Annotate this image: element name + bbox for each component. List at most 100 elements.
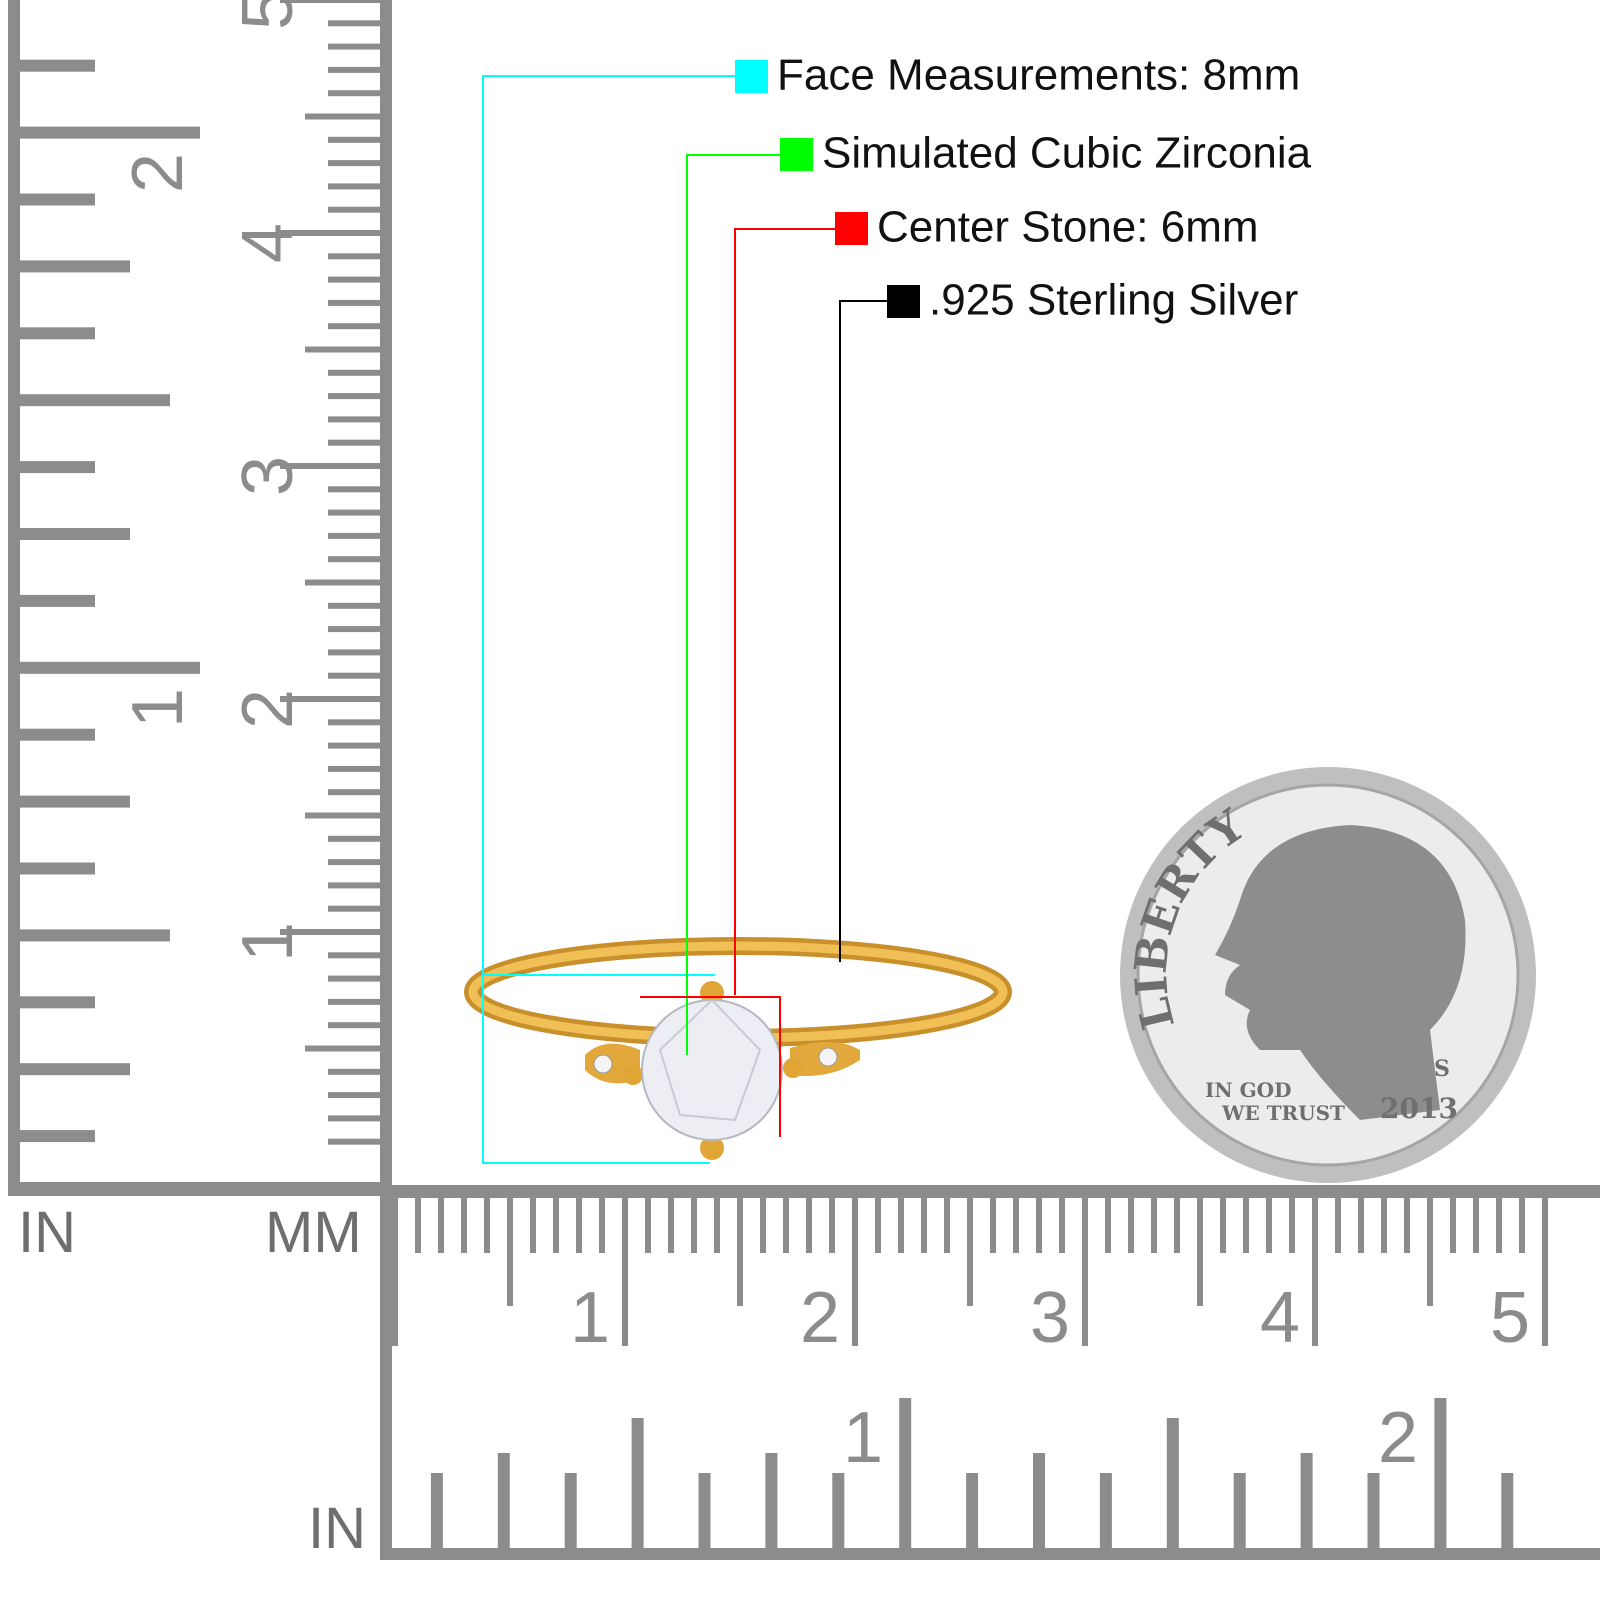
inch-label: 2: [1378, 1398, 1418, 1478]
mm-tick: [415, 1198, 421, 1253]
mm-tick: [328, 323, 380, 330]
mm-tick: [328, 556, 380, 563]
mm-tick: [328, 1138, 380, 1145]
mm-tick: [1243, 1198, 1249, 1253]
inch-tick: [1233, 1473, 1246, 1548]
mm-tick: [280, 463, 380, 469]
cm-label: 3: [1030, 1278, 1070, 1358]
mm-tick: [328, 20, 380, 27]
inch-tick: [20, 594, 95, 607]
legend-swatch: [735, 60, 768, 93]
inch-tick: [20, 1130, 95, 1143]
ruler-edge: [8, 0, 20, 1195]
mm-tick: [645, 1198, 651, 1253]
mm-tick: [553, 1198, 559, 1253]
ruler-edge: [385, 1548, 1600, 1560]
mm-tick: [1013, 1198, 1019, 1253]
legend-label: Face Measurements: 8mm: [777, 51, 1300, 100]
ruler-edge: [380, 0, 392, 1560]
inch-tick: [832, 1473, 845, 1548]
mm-tick: [328, 672, 380, 679]
cm-label: 5: [228, 0, 308, 30]
mm-tick: [852, 1198, 858, 1346]
legend: Face Measurements: 8mm Simulated Cubic Zi…: [482, 51, 1312, 1164]
mm-tick: [328, 66, 380, 73]
mm-tick: [1519, 1198, 1525, 1253]
coin-mint: S: [1434, 1056, 1450, 1082]
mm-tick: [990, 1198, 996, 1253]
mm-tick: [507, 1198, 513, 1306]
mm-tick: [328, 43, 380, 50]
mm-tick: [328, 160, 380, 167]
mm-tick: [1174, 1198, 1180, 1253]
mm-tick: [328, 276, 380, 283]
mm-tick: [328, 719, 380, 726]
inch-tick: [20, 59, 95, 72]
mm-tick: [1473, 1198, 1479, 1253]
mm-tick: [328, 789, 380, 796]
inch-tick: [20, 394, 170, 407]
mm-tick: [328, 183, 380, 190]
mm-tick: [806, 1198, 812, 1253]
inch-tick: [631, 1418, 644, 1548]
mm-tick: [328, 299, 380, 306]
mm-tick: [1542, 1198, 1548, 1346]
legend-swatch: [887, 285, 920, 318]
mm-tick: [1105, 1198, 1111, 1253]
mm-tick: [1450, 1198, 1456, 1253]
inch-tick: [899, 1398, 912, 1548]
mm-tick: [328, 393, 380, 400]
leader-line: [482, 75, 735, 1164]
inch-tick: [20, 260, 130, 273]
coin-motto: WE TRUST: [1221, 1101, 1345, 1125]
portrait: [1215, 825, 1466, 1120]
mm-tick: [944, 1198, 950, 1253]
mm-tick: [328, 1068, 380, 1075]
inch-label: 1: [118, 688, 198, 728]
center-stone: [641, 999, 783, 1141]
mm-tick: [1220, 1198, 1226, 1253]
inch-tick: [20, 193, 95, 206]
prong: [783, 1058, 803, 1078]
mm-tick: [328, 765, 380, 772]
cm-label: 2: [228, 689, 308, 729]
mm-tick: [280, 929, 380, 935]
inch-tick: [20, 126, 200, 139]
inch-tick: [20, 728, 95, 741]
prong: [623, 1065, 643, 1085]
mm-tick: [328, 416, 380, 423]
inch-tick: [20, 661, 200, 674]
side-stone: [593, 1054, 613, 1074]
inch-tick: [1434, 1398, 1447, 1548]
mm-tick: [328, 975, 380, 982]
inch-tick: [1099, 1473, 1112, 1548]
legend-label: Simulated Cubic Zirconia: [822, 129, 1312, 178]
inch-tick: [20, 862, 95, 875]
mm-tick: [530, 1198, 536, 1253]
mm-tick: [1151, 1198, 1157, 1253]
inch-tick: [765, 1453, 778, 1548]
mm-tick: [1358, 1198, 1364, 1253]
mm-tick: [1289, 1198, 1295, 1253]
inch-tick: [966, 1473, 979, 1548]
leader-line: [839, 300, 887, 962]
cm-label: 3: [228, 456, 308, 496]
mm-tick: [1197, 1198, 1203, 1306]
inch-tick: [20, 1063, 130, 1076]
mm-tick: [328, 835, 380, 842]
inch-tick: [20, 528, 130, 540]
mm-tick: [1036, 1198, 1042, 1253]
mm-tick: [328, 649, 380, 656]
mm-tick: [1427, 1198, 1433, 1306]
ring: [464, 937, 1012, 1160]
mm-tick: [484, 1198, 490, 1253]
legend-swatch: [780, 138, 813, 171]
mm-tick: [1059, 1198, 1065, 1253]
mm-tick: [305, 1045, 380, 1052]
coin-year: 2013: [1380, 1092, 1458, 1125]
inch-tick: [1367, 1473, 1380, 1548]
inch-tick: [1300, 1453, 1313, 1548]
